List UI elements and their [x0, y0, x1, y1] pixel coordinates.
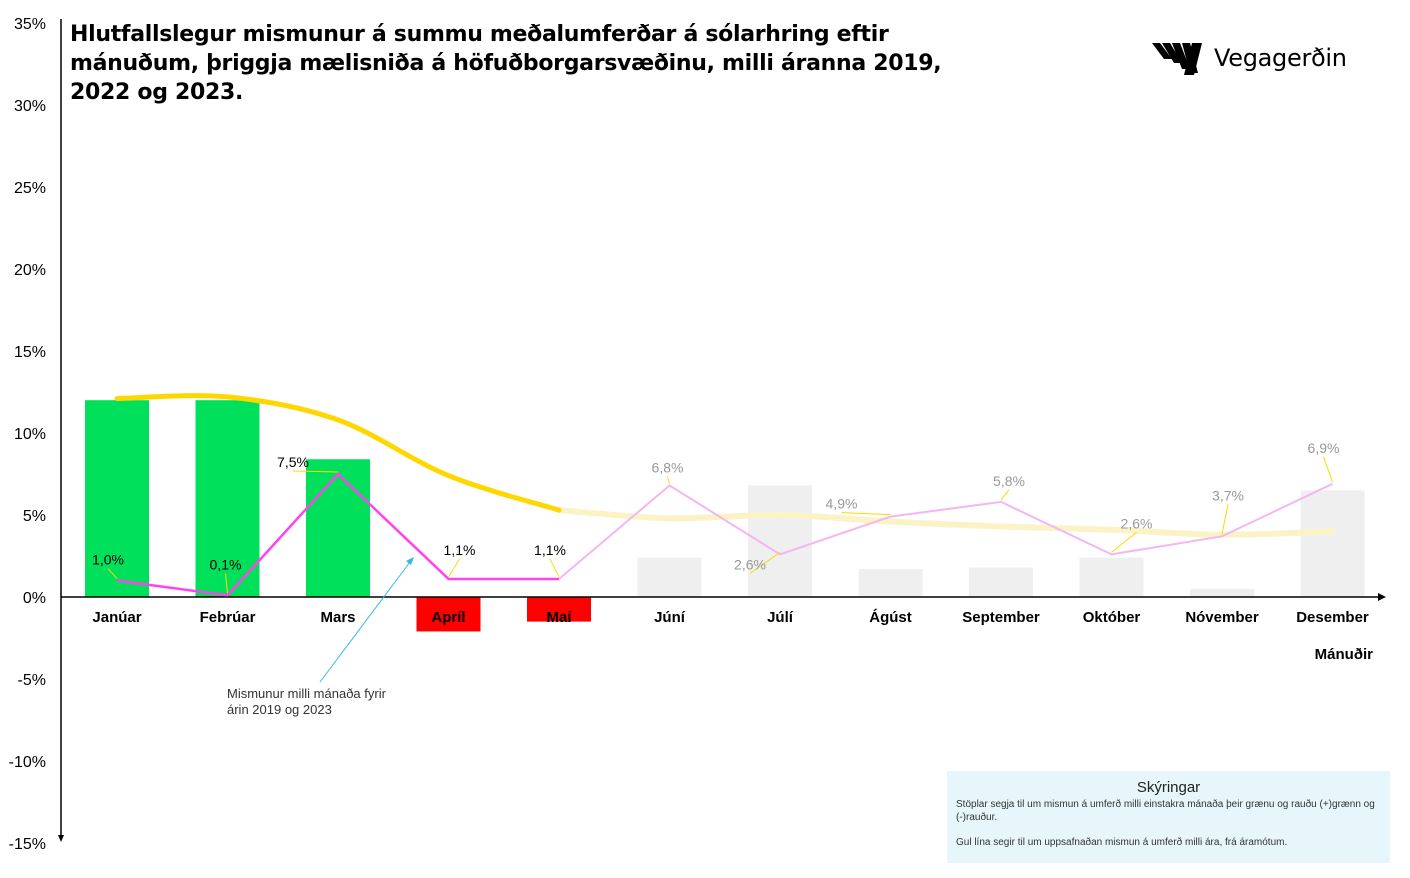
data-label-leader — [1111, 531, 1137, 553]
logo-text: Vegagerðin — [1214, 44, 1347, 72]
data-label-leader — [1221, 504, 1229, 535]
data-label: 6,8% — [652, 459, 684, 475]
bar-10 — [1079, 557, 1144, 597]
data-label-leader — [667, 476, 670, 484]
data-label-leader — [225, 573, 228, 594]
data-label-leader — [1000, 489, 1010, 501]
diff-line — [116, 472, 1333, 597]
annotation-arrowhead — [406, 557, 414, 565]
logo: Vegagerðin — [1150, 36, 1347, 80]
bar-6 — [637, 557, 702, 597]
annotation-arrow — [319, 561, 411, 683]
x-tick-label: Apríl — [431, 609, 465, 626]
bar-4 — [416, 597, 481, 632]
chart-title: Hlutfallslegur mismunur á summu meðalumf… — [70, 22, 942, 105]
data-label: 6,9% — [1308, 440, 1340, 456]
annotation-line1: Mismunur milli mánaða fyrir — [227, 686, 387, 701]
data-label: 5,8% — [993, 473, 1025, 489]
y-tick-label: 25% — [14, 180, 46, 197]
data-label: 1,1% — [534, 542, 566, 558]
data-label: 1,1% — [444, 542, 476, 558]
data-label-leader — [749, 551, 781, 574]
data-label: 2,6% — [734, 556, 766, 572]
bar-3 — [306, 459, 370, 597]
x-tick-label: September — [962, 609, 1040, 626]
bar-2 — [195, 400, 260, 597]
y-tick-label: 0% — [23, 590, 46, 607]
data-label-leader — [1323, 456, 1333, 483]
x-tick-label: Júlí — [767, 609, 794, 626]
y-axis-arrow-icon — [58, 835, 64, 842]
data-label-leader — [292, 470, 339, 473]
x-axis: Janúar Febrúar Mars Apríl Maí Júní Júlí Ágúst Se… — [61, 593, 1386, 626]
x-tick-label: Mars — [320, 609, 355, 626]
x-tick-label: Nóvember — [1185, 609, 1259, 626]
cumulative-line-active — [114, 393, 562, 513]
y-tick-label: -15% — [9, 836, 46, 853]
x-axis-label: Mánuðir — [1315, 646, 1373, 663]
data-label: 4,9% — [826, 496, 858, 512]
data-label: 7,5% — [277, 454, 309, 470]
data-label: 1,0% — [92, 552, 124, 568]
y-tick-label: -10% — [9, 754, 46, 771]
x-tick-label: Maí — [546, 609, 572, 626]
y-axis: 35% 30% 25% 20% 15% 10% 5% 0% -5% -10% -15% — [9, 16, 64, 853]
bar-12 — [1300, 490, 1365, 597]
data-label: 2,6% — [1121, 515, 1153, 531]
y-tick-label: 30% — [14, 98, 46, 115]
legend-box: Skýringar Stöplar segja til um mismun á … — [947, 771, 1390, 863]
x-tick-label: Ágúst — [869, 609, 912, 626]
bar-8 — [858, 569, 923, 597]
y-tick-label: 35% — [14, 16, 46, 33]
annotation: Mismunur milli mánaða fyrir árin 2019 og… — [227, 557, 414, 717]
legend-title: Skýringar — [1136, 779, 1201, 796]
x-tick-label: Febrúar — [200, 609, 256, 626]
diff-line-faded — [558, 482, 1333, 580]
x-tick-label: Október — [1083, 609, 1141, 626]
annotation-line2: árin 2019 og 2023 — [227, 702, 332, 717]
y-tick-label: -5% — [18, 672, 46, 689]
x-tick-label: Janúar — [92, 609, 141, 626]
cumulative-line — [114, 393, 1336, 538]
data-label-leader — [107, 568, 118, 579]
x-tick-label: Júní — [654, 609, 686, 626]
bar-11 — [1190, 588, 1254, 597]
data-label-leader — [549, 558, 560, 578]
vegagerdin-stripes-icon — [1152, 43, 1202, 75]
cumulative-line-faded — [556, 507, 1336, 538]
data-label: 3,7% — [1212, 487, 1244, 503]
data-label-leader — [448, 558, 460, 578]
legend-text-bars: Stöplar segja til um mismun á umferð mil… — [956, 799, 1375, 823]
data-labels: 1,0% 0,1% 7,5% 1,1% 1,1% 6,8% 2,6% 4,9% 5,8% 2,6%… — [92, 440, 1339, 594]
y-tick-label: 5% — [23, 508, 46, 525]
legend-text-line: Gul lína segir til um uppsafnaðan mismun… — [956, 837, 1288, 848]
y-tick-label: 10% — [14, 426, 46, 443]
y-tick-label: 15% — [14, 344, 46, 361]
bar-9 — [969, 567, 1033, 597]
bar-1 — [85, 400, 149, 597]
y-tick-label: 20% — [14, 262, 46, 279]
data-label-leader — [841, 512, 891, 516]
x-tick-label: Desember — [1296, 609, 1369, 626]
diff-line-active — [116, 472, 559, 597]
data-label: 0,1% — [210, 556, 242, 572]
x-axis-arrow-icon — [1378, 593, 1386, 601]
bar-5 — [527, 597, 591, 622]
bars — [85, 400, 1365, 632]
